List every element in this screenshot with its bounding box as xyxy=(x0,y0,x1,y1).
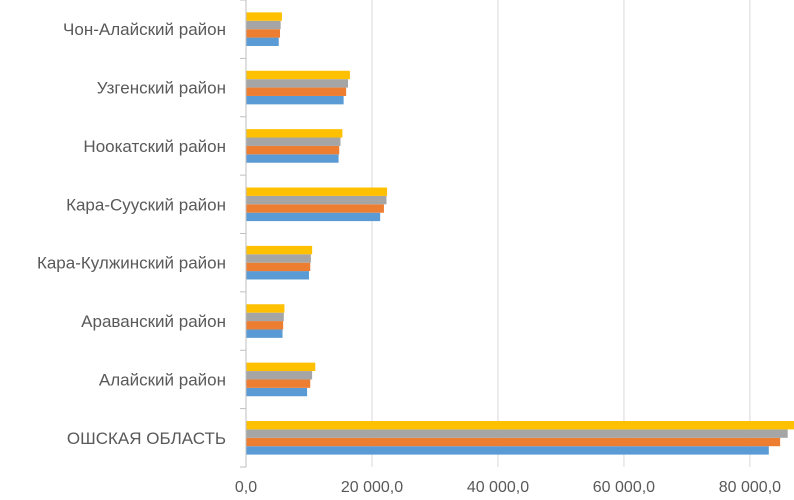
bar xyxy=(246,129,343,138)
bar xyxy=(246,362,316,372)
bar xyxy=(246,20,281,30)
bar xyxy=(246,329,283,338)
bar xyxy=(246,446,769,455)
category-label: Кара-Сууский район xyxy=(66,195,226,214)
category-label: Чон-Алайский район xyxy=(63,20,226,39)
bar xyxy=(246,254,311,263)
bar xyxy=(246,437,781,447)
bar xyxy=(246,87,347,96)
category-label: Узгенский район xyxy=(97,79,226,98)
x-tick-label: 60 000,0 xyxy=(593,479,655,495)
bar xyxy=(246,12,282,21)
bar xyxy=(246,429,788,438)
bar xyxy=(246,245,313,255)
bar xyxy=(246,271,309,280)
gridlines xyxy=(371,0,751,467)
bar xyxy=(246,321,284,330)
bar xyxy=(246,70,350,80)
category-label: Ноокатский район xyxy=(83,137,226,156)
x-tick-label: 80 000,0 xyxy=(719,479,781,495)
category-label: Араванский район xyxy=(81,312,226,331)
bar xyxy=(246,154,339,163)
category-labels: Чон-Алайский район Узгенский район Ноокатс… xyxy=(37,20,226,448)
bar xyxy=(246,262,311,272)
bar xyxy=(246,371,313,380)
bars xyxy=(246,12,794,455)
bar xyxy=(246,137,341,146)
bar xyxy=(246,195,387,205)
bar xyxy=(246,37,279,46)
bar xyxy=(246,212,381,222)
bar xyxy=(246,421,794,430)
bar xyxy=(246,29,281,38)
bar xyxy=(246,387,308,397)
x-tick-label: 0,0 xyxy=(235,479,257,495)
category-label: ОШСКАЯ ОБЛАСТЬ xyxy=(67,429,226,448)
bar xyxy=(246,204,384,213)
x-tick-label: 40 000,0 xyxy=(467,479,529,495)
x-tick-label: 20 000,0 xyxy=(341,479,403,495)
bar xyxy=(246,379,311,388)
bar xyxy=(246,79,349,88)
category-label: Алайский район xyxy=(99,370,226,389)
category-axis xyxy=(240,0,247,468)
bar xyxy=(246,304,285,313)
value-axis-ticks: 0,0 20 000,0 40 000,0 60 000,0 80 000,0 xyxy=(235,479,781,496)
bar xyxy=(246,187,388,196)
bar xyxy=(246,145,340,155)
bar xyxy=(246,95,344,105)
category-label: Кара-Кулжинский район xyxy=(37,254,226,273)
bar xyxy=(246,312,284,322)
